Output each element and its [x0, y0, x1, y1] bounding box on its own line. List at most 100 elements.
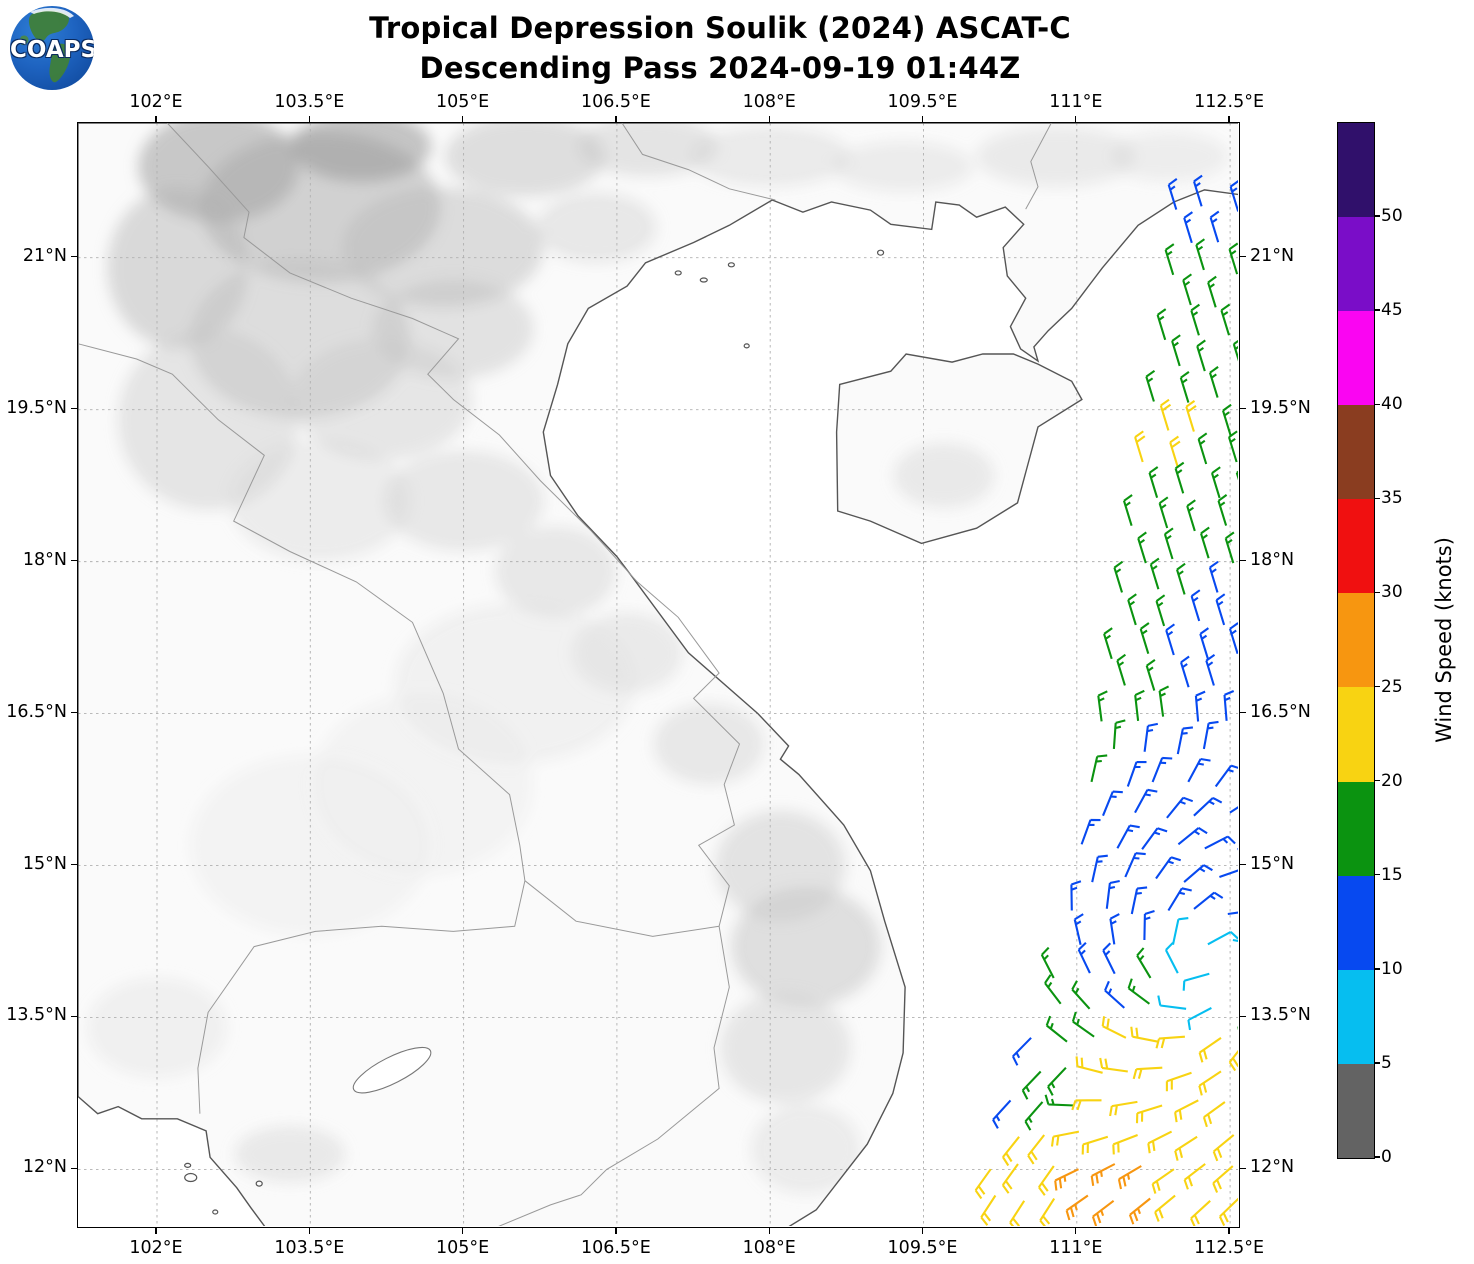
y-tick: [71, 1015, 77, 1018]
wind-barb: [1011, 1037, 1032, 1066]
wind-barb: [1090, 754, 1108, 783]
map-canvas: [77, 122, 1240, 1228]
colorbar-tick-label: 50: [1381, 206, 1403, 227]
wind-barb: [1130, 1026, 1159, 1043]
colorbar-tick: [1373, 497, 1380, 500]
coastline: [78, 123, 1238, 1226]
wind-barb: [1112, 719, 1126, 749]
wind-barb: [1167, 178, 1178, 210]
x-tick: [155, 1228, 157, 1234]
wind-barb: [1202, 1101, 1226, 1128]
wind-barb: [1139, 622, 1150, 655]
graticule: [78, 123, 1238, 1226]
lon-label-top: 106.5°E: [580, 92, 651, 112]
terrain-shading: [87, 123, 1229, 1195]
wind-barb: [1137, 531, 1147, 564]
wind-barb: [1174, 1135, 1198, 1161]
wind-barb: [1237, 848, 1238, 851]
wind-barb: [1218, 1197, 1238, 1226]
wind-barb: [1205, 653, 1216, 686]
wind-barb: [1134, 689, 1145, 722]
wind-barb: [1021, 1070, 1042, 1100]
wind-barb: [1232, 339, 1238, 362]
wind-barb: [1177, 827, 1208, 846]
wind-barb: [1182, 972, 1210, 991]
lon-label-bottom: 105°E: [435, 1238, 490, 1258]
x-tick: [308, 116, 310, 122]
colorbar-tick: [1373, 968, 1380, 970]
lon-label-top: 102°E: [129, 92, 183, 112]
wind-barb: [1186, 499, 1196, 532]
lat-label-left: 19.5°N: [6, 397, 67, 418]
lat-label-left: 18°N: [22, 549, 67, 570]
y-tick: [71, 711, 77, 714]
wind-barb: [1102, 942, 1116, 975]
wind-barb: [1128, 1197, 1151, 1225]
country-borders: [78, 123, 1052, 1226]
x-tick: [1228, 1228, 1230, 1234]
wind-barb: [1127, 978, 1151, 1005]
wind-barb: [1202, 720, 1219, 750]
wind-barb: [1221, 403, 1232, 436]
wind-barb: [1207, 930, 1238, 946]
y-tick: [71, 559, 77, 562]
wind-barb: [1196, 339, 1206, 372]
colorbar-tick: [1373, 685, 1380, 688]
y-tick: [71, 863, 77, 866]
colorbar-segment-15-20: [1338, 781, 1374, 876]
wind-barb: [1105, 879, 1120, 909]
wind-barb: [1229, 806, 1238, 814]
lat-label-right: 15°N: [1250, 853, 1295, 874]
wind-barb: [1109, 913, 1120, 945]
wind-barb: [1080, 818, 1101, 845]
wind-barb: [1159, 398, 1172, 431]
wind-barb: [1174, 1099, 1199, 1123]
wind-barb: [1122, 494, 1133, 527]
x-tick: [921, 116, 924, 122]
lat-label-right: 18°N: [1250, 549, 1295, 570]
wind-barb: [1155, 856, 1182, 880]
lon-label-bottom: 106.5°E: [580, 1238, 651, 1258]
wind-barb: [1101, 1016, 1127, 1039]
colorbar-tick-label: 30: [1381, 582, 1403, 603]
wind-barb: [1151, 1168, 1175, 1194]
x-tick: [615, 1228, 617, 1234]
wind-barb: [1208, 366, 1219, 398]
lat-label-right: 19.5°N: [1250, 397, 1311, 418]
wind-barb: [1112, 1134, 1138, 1155]
lat-label-right: 21°N: [1250, 245, 1295, 266]
wind-barb: [1171, 334, 1181, 367]
wind-barb: [1232, 938, 1238, 943]
wind-barb: [1147, 1130, 1173, 1154]
wind-barb: [1166, 796, 1194, 819]
wind-barb: [1199, 526, 1210, 559]
wind-barb: [1116, 824, 1140, 849]
y-tick: [1240, 1167, 1246, 1170]
colorbar-tick: [1373, 215, 1380, 217]
wind-barb: [980, 1194, 997, 1226]
wind-barb: [1167, 887, 1192, 912]
wind-barb: [1143, 909, 1155, 941]
colorbar-tick-label: 20: [1381, 770, 1403, 791]
x-tick: [461, 116, 464, 122]
wind-barb: [1027, 1134, 1046, 1165]
wind-barb: [1182, 273, 1193, 306]
wind-speed-colorbar: [1337, 122, 1375, 1159]
lat-label-right: 12°N: [1250, 1157, 1295, 1178]
y-tick: [1240, 1015, 1246, 1018]
wind-barb: [1220, 303, 1231, 336]
colorbar-tick-label: 40: [1381, 394, 1403, 415]
wind-barb: [1149, 557, 1160, 590]
wind-barb: [1024, 1101, 1044, 1131]
wind-barb: [1227, 430, 1238, 463]
colorbar-segment->50: [1338, 123, 1374, 218]
colorbar-tick-label: 25: [1381, 676, 1403, 697]
wind-barb: [1163, 527, 1174, 560]
wind-barb: [1174, 461, 1185, 494]
wind-barb: [1229, 179, 1238, 212]
colorbar-segment-10-15: [1338, 875, 1374, 970]
lon-label-bottom: 103.5°E: [274, 1238, 345, 1258]
wind-barb: [1171, 917, 1189, 945]
wind-barb: [1099, 1057, 1128, 1073]
x-tick: [308, 1228, 310, 1234]
